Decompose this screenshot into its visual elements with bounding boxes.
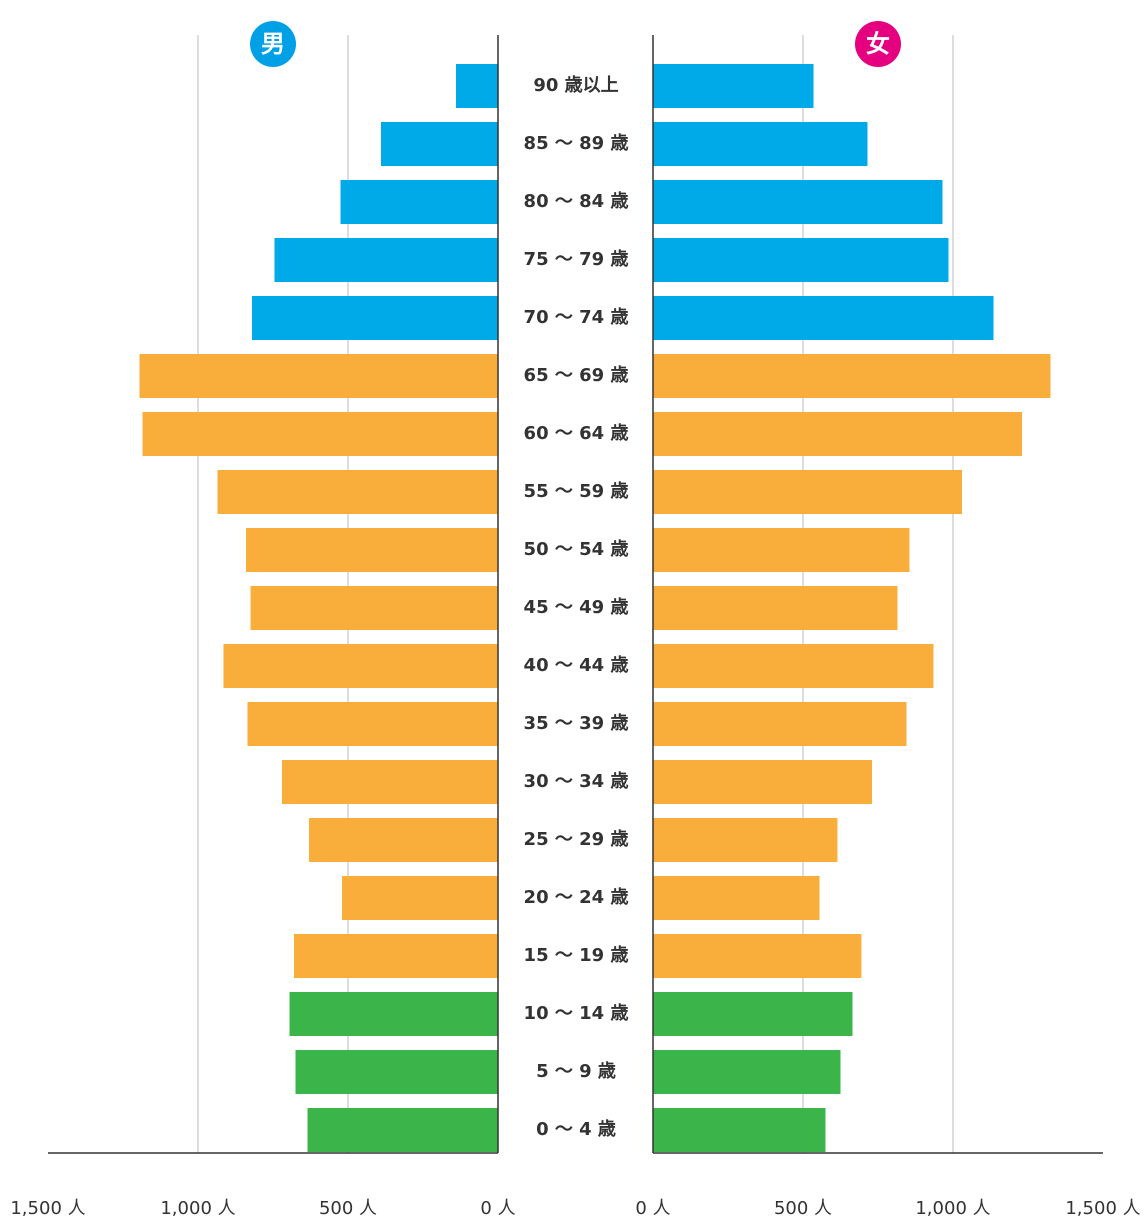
bar xyxy=(653,296,994,340)
x-tick-label: 1,500 人 xyxy=(1065,1198,1140,1219)
legend-badge xyxy=(250,21,296,67)
bar xyxy=(139,354,498,398)
bar xyxy=(653,470,962,514)
x-tick-label: 500 人 xyxy=(774,1198,832,1219)
category-label: 0 〜 4 歳 xyxy=(536,1119,616,1140)
category-label: 30 〜 34 歳 xyxy=(524,771,629,792)
category-label: 65 〜 69 歳 xyxy=(524,365,629,386)
bar xyxy=(282,760,498,804)
category-label: 50 〜 54 歳 xyxy=(524,539,629,560)
bar xyxy=(307,1108,498,1152)
x-tick-label: 0 人 xyxy=(635,1198,670,1219)
bar xyxy=(217,470,498,514)
category-label: 25 〜 29 歳 xyxy=(524,829,629,850)
bar xyxy=(274,238,498,282)
category-label: 45 〜 49 歳 xyxy=(524,597,629,618)
bar xyxy=(653,702,907,746)
bar xyxy=(653,934,862,978)
bar xyxy=(309,818,498,862)
legend-badge xyxy=(855,21,901,67)
category-label: 55 〜 59 歳 xyxy=(524,481,629,502)
x-tick-label: 1,000 人 xyxy=(160,1198,235,1219)
bar xyxy=(252,296,498,340)
bar xyxy=(295,1050,498,1094)
category-label: 70 〜 74 歳 xyxy=(524,307,629,328)
bar xyxy=(653,818,838,862)
bar xyxy=(223,644,498,688)
category-label: 90 歳以上 xyxy=(533,75,618,96)
bar xyxy=(653,180,943,224)
bar xyxy=(653,1108,826,1152)
bar xyxy=(289,992,498,1036)
category-label: 80 〜 84 歳 xyxy=(524,191,629,212)
bar xyxy=(247,702,498,746)
bar xyxy=(250,586,498,630)
legend-label: 男 xyxy=(261,30,285,58)
bar xyxy=(456,64,498,108)
x-tick-label: 1,000 人 xyxy=(915,1198,990,1219)
bar xyxy=(653,644,934,688)
x-tick-label: 500 人 xyxy=(319,1198,377,1219)
bar xyxy=(246,528,498,572)
bar xyxy=(653,528,910,572)
bar xyxy=(653,122,868,166)
x-tick-label: 0 人 xyxy=(480,1198,515,1219)
category-label: 85 〜 89 歳 xyxy=(524,133,629,154)
bar xyxy=(653,992,853,1036)
category-label: 10 〜 14 歳 xyxy=(524,1003,629,1024)
category-label: 5 〜 9 歳 xyxy=(536,1061,616,1082)
bar xyxy=(653,586,898,630)
category-label: 75 〜 79 歳 xyxy=(524,249,629,270)
legend-label: 女 xyxy=(866,30,890,58)
bar xyxy=(653,412,1022,456)
bar xyxy=(653,64,814,108)
bar xyxy=(653,1050,841,1094)
bar xyxy=(653,354,1051,398)
bar xyxy=(342,876,498,920)
bar xyxy=(653,238,949,282)
category-label: 15 〜 19 歳 xyxy=(524,945,629,966)
x-tick-label: 1,500 人 xyxy=(10,1198,85,1219)
bar xyxy=(653,760,872,804)
category-label: 35 〜 39 歳 xyxy=(524,713,629,734)
category-label: 20 〜 24 歳 xyxy=(524,887,629,908)
bar xyxy=(653,876,820,920)
bar xyxy=(381,122,498,166)
category-label: 40 〜 44 歳 xyxy=(524,655,629,676)
bar xyxy=(294,934,498,978)
bar xyxy=(340,180,498,224)
category-label: 60 〜 64 歳 xyxy=(524,423,629,444)
bar xyxy=(142,412,498,456)
